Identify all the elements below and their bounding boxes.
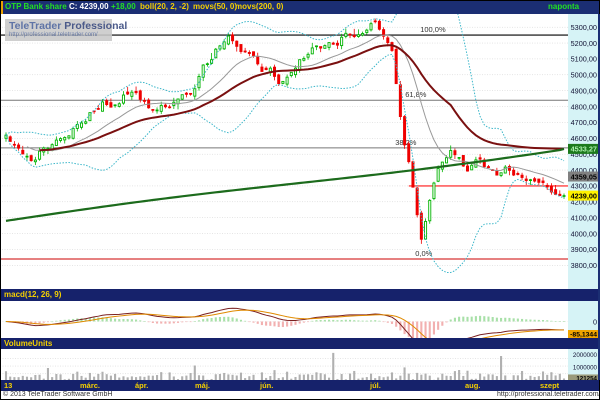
svg-text:4100,00: 4100,00 — [571, 213, 597, 222]
svg-text:5000,00: 5000,00 — [571, 71, 597, 80]
svg-text:3900,00: 3900,00 — [571, 245, 597, 254]
svg-text:4800,00: 4800,00 — [571, 102, 597, 111]
svg-text:2000000: 2000000 — [573, 352, 598, 359]
svg-text:61,8%: 61,8% — [405, 90, 427, 99]
svg-text:0: 0 — [593, 317, 597, 326]
svg-text:5200,00: 5200,00 — [571, 39, 597, 48]
svg-text:4700,00: 4700,00 — [571, 118, 597, 127]
svg-text:4239,00: 4239,00 — [571, 191, 597, 200]
svg-text:5100,00: 5100,00 — [571, 55, 597, 64]
svg-text:4533,27: 4533,27 — [571, 145, 597, 154]
svg-text:4900,00: 4900,00 — [571, 86, 597, 95]
svg-text:5300,00: 5300,00 — [571, 23, 597, 32]
svg-text:4600,00: 4600,00 — [571, 134, 597, 143]
svg-text:4000,00: 4000,00 — [571, 229, 597, 238]
svg-text:100,0%: 100,0% — [420, 25, 446, 34]
svg-text:4359,05: 4359,05 — [571, 172, 597, 181]
svg-text:1000000: 1000000 — [573, 365, 598, 372]
svg-text:3800,00: 3800,00 — [571, 261, 597, 270]
svg-text:4300,00: 4300,00 — [571, 182, 597, 191]
svg-text:-85,1344: -85,1344 — [570, 331, 597, 338]
